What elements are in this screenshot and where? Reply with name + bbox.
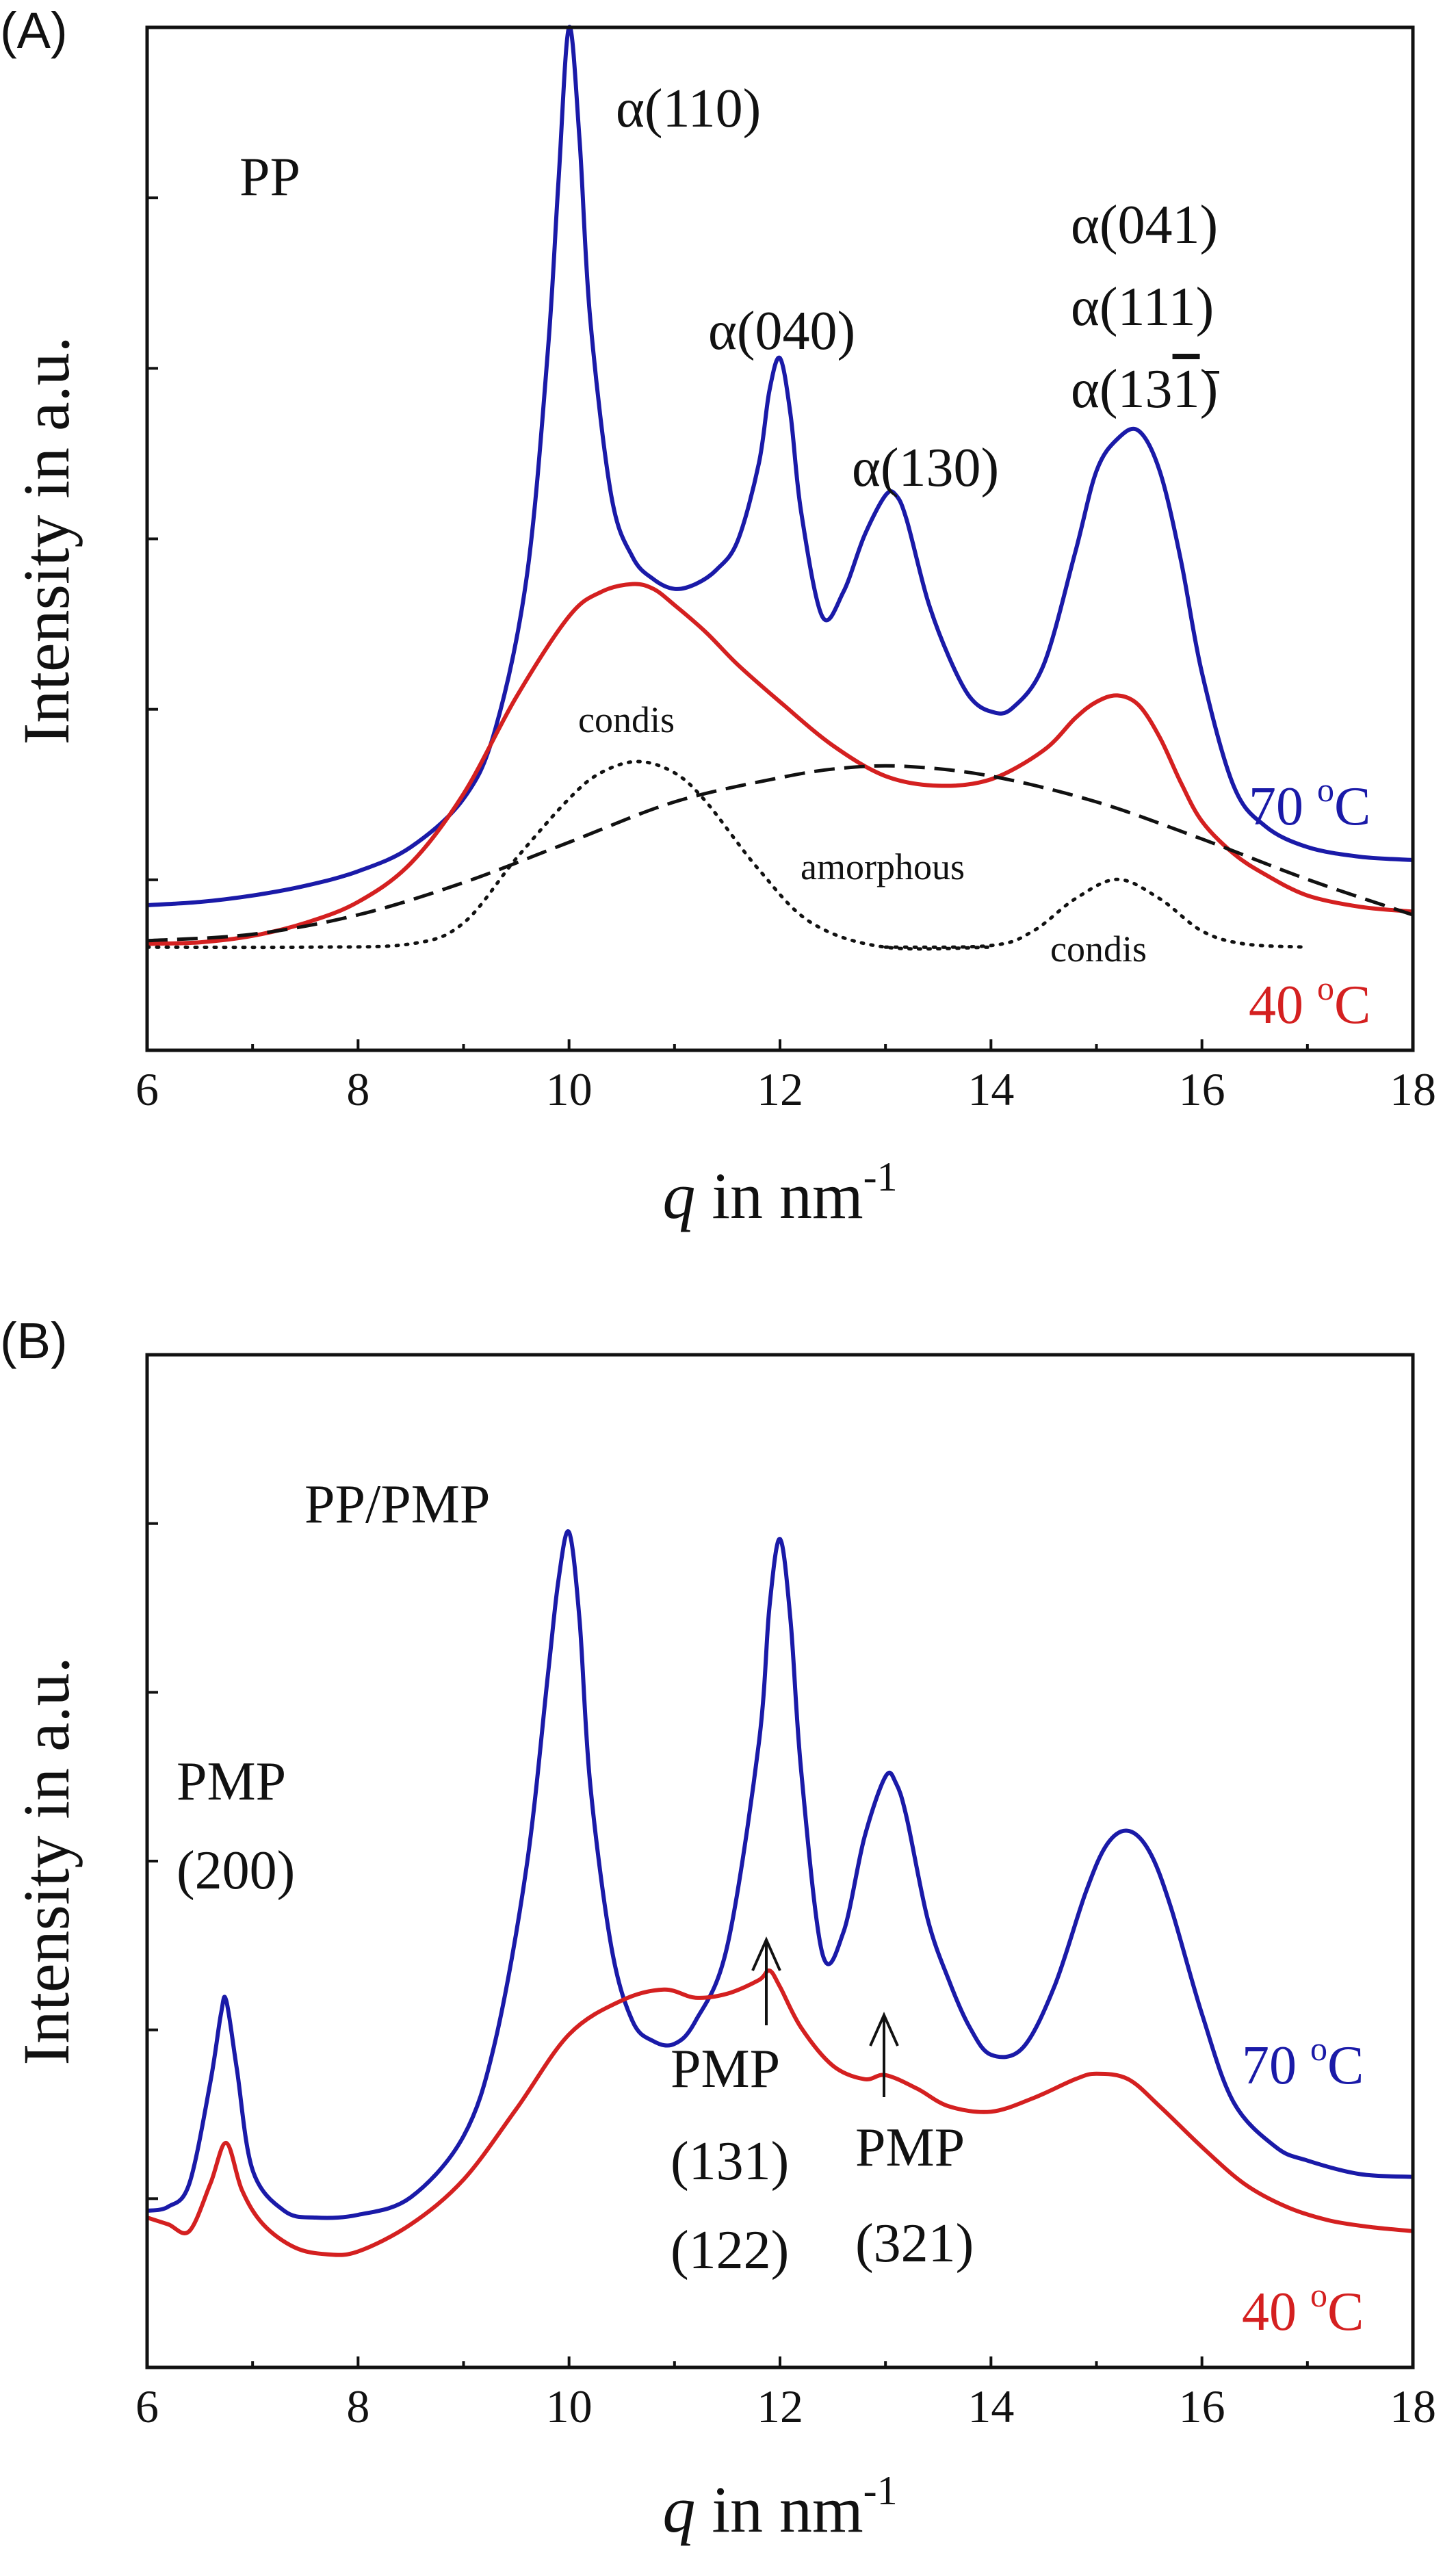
arrow-head-pmp-321 <box>869 2012 899 2047</box>
series-line-b-0 <box>146 1529 1414 2220</box>
legend-40c-a: 40 oC <box>1249 969 1370 1035</box>
x-axis-label-a: q in nm-1 <box>662 1154 897 1232</box>
x-tick-label-b-6: 6 <box>135 2380 159 2432</box>
label-alpha-041: α(041) <box>1071 195 1218 255</box>
panel-b: (B) 6 8 10 12 14 16 18 PP/PMP PMP (200) PMP (1… <box>0 1312 1436 2546</box>
series-line-a-1 <box>146 582 1414 946</box>
x-tick-label-b-14: 14 <box>967 2380 1014 2432</box>
label-pmp-200-index: (200) <box>177 1841 295 1901</box>
label-alpha-110: α(110) <box>616 79 761 139</box>
title-pp-pmp: PP/PMP <box>304 1475 490 1535</box>
x-tick-label-b-12: 12 <box>757 2380 803 2432</box>
x-axis-label-b: q in nm-1 <box>662 2468 897 2546</box>
label-condis-2: condis <box>1050 928 1147 970</box>
x-tick-label-a-12: 12 <box>757 1063 803 1115</box>
panel-letter-b: (B) <box>0 1312 68 1369</box>
label-alpha-131: α(131) <box>1071 359 1218 419</box>
arrow-head-pmp-131 <box>751 1936 781 1971</box>
title-pp: PP <box>239 147 300 207</box>
ticks-a: 6 8 10 12 14 16 18 <box>135 196 1436 1115</box>
label-pmp-131-index: (131) <box>671 2131 789 2192</box>
label-alpha-130: α(130) <box>852 438 999 498</box>
series-layer-a <box>145 25 1414 951</box>
plot-area-a: 6 8 10 12 14 16 18 <box>135 25 1436 1115</box>
label-pmp-122-index: (122) <box>671 2220 789 2281</box>
y-axis-label-b: Intensity in a.u. <box>10 1657 83 2065</box>
x-tick-label-a-6: 6 <box>135 1063 159 1115</box>
ticks-b: 6 8 10 12 14 16 18 <box>135 1522 1436 2432</box>
series-line-a-4 <box>883 877 1310 949</box>
label-alpha-111: α(111) <box>1071 277 1214 337</box>
series-line-a-0 <box>146 25 1414 907</box>
series-line-a-2 <box>146 764 1414 943</box>
label-pmp-131-name: PMP <box>671 2039 780 2099</box>
label-condis-1: condis <box>578 699 675 740</box>
x-tick-label-a-16: 16 <box>1179 1063 1225 1115</box>
legend-70c-a: 70 oC <box>1249 770 1370 837</box>
y-axis-label-a: Intensity in a.u. <box>10 336 83 744</box>
label-pmp-321-index: (321) <box>855 2213 974 2274</box>
x-tick-label-a-18: 18 <box>1390 1063 1436 1115</box>
legend-40c-b: 40 oC <box>1242 2276 1364 2342</box>
series-line-b-1 <box>146 1968 1414 2257</box>
x-tick-label-b-16: 16 <box>1179 2380 1225 2432</box>
panel-a: (A) 6 8 10 12 14 16 18 PP α(110) α(040) α(130)… <box>0 2 1436 1232</box>
x-tick-label-a-10: 10 <box>546 1063 593 1115</box>
x-tick-label-b-18: 18 <box>1390 2380 1436 2432</box>
x-tick-label-a-14: 14 <box>967 1063 1014 1115</box>
x-tick-label-a-8: 8 <box>346 1063 369 1115</box>
x-tick-label-b-10: 10 <box>546 2380 593 2432</box>
series-line-a-3 <box>145 759 993 951</box>
label-alpha-040: α(040) <box>708 301 855 361</box>
legend-70c-b: 70 oC <box>1242 2029 1364 2096</box>
panel-letter-a: (A) <box>0 2 68 59</box>
label-pmp-321-name: PMP <box>855 2118 965 2178</box>
x-tick-label-b-8: 8 <box>346 2380 369 2432</box>
label-amorphous: amorphous <box>801 846 965 887</box>
label-pmp-200-name: PMP <box>177 1752 286 1812</box>
